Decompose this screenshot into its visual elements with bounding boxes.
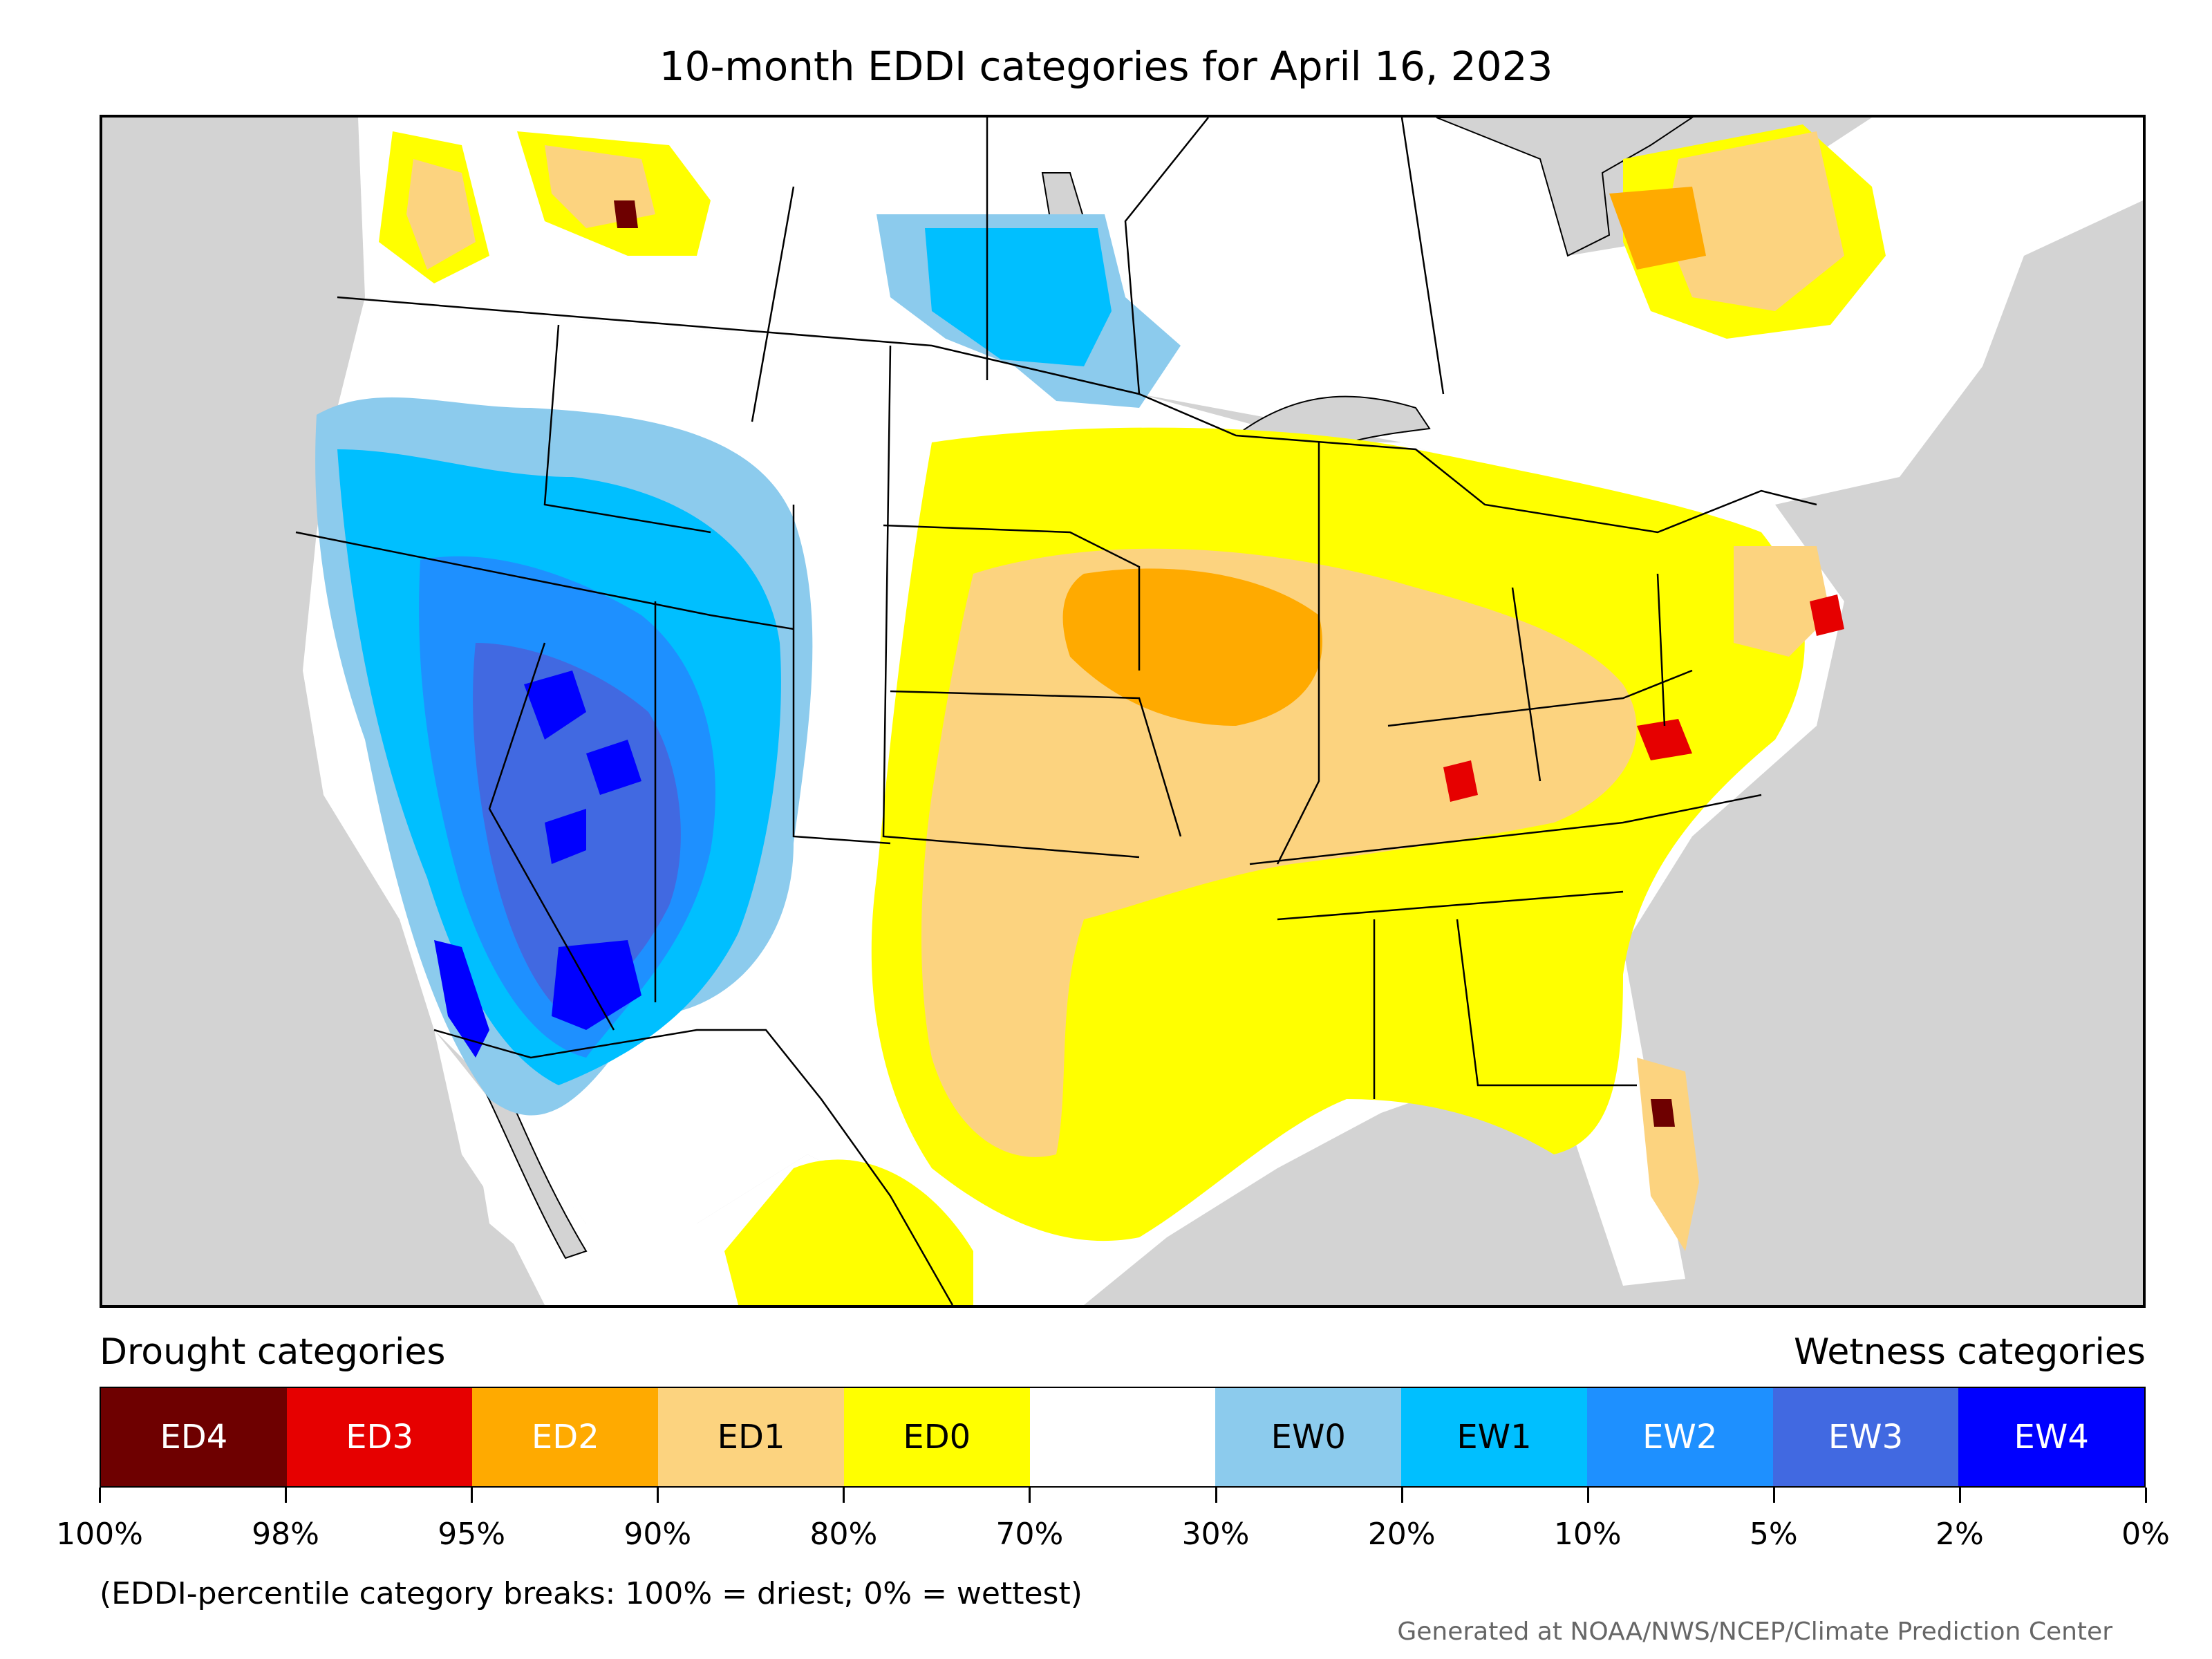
state-line-12 <box>1456 919 1637 1087</box>
legend-break-label: 10% <box>1553 1517 1622 1552</box>
wetness-categories-heading: Wetness categories <box>1794 1331 2146 1373</box>
category-ticks <box>99 1488 2147 1504</box>
legend-swatch-ew4: EW4 <box>1958 1388 2145 1486</box>
legend-swatch-ew0: EW0 <box>1215 1388 1402 1486</box>
state-line-17 <box>751 186 795 422</box>
legend-swatch-ed4: ED4 <box>101 1388 287 1486</box>
ed4-region-florida <box>1651 1099 1675 1127</box>
legend-break-label: 5% <box>1749 1517 1798 1552</box>
ed1-region-quebec <box>1665 131 1844 311</box>
legend-swatch-ew1: EW1 <box>1401 1388 1587 1486</box>
legend-tick <box>285 1488 288 1503</box>
ed1-region-northwest <box>406 145 655 270</box>
state-line-10 <box>1277 890 1624 921</box>
canada-land <box>358 118 2143 505</box>
legend-swatch-ed2: ED2 <box>472 1388 659 1486</box>
ed2-region-quebec <box>1609 187 1706 270</box>
legend-break-label: 90% <box>624 1517 692 1552</box>
legend-tick <box>657 1488 659 1503</box>
legend-break-label: 0% <box>2121 1517 2170 1552</box>
legend-tick <box>1586 1488 1589 1503</box>
ed2-region-iowa <box>1062 568 1322 726</box>
legend-tick <box>843 1488 845 1503</box>
hudson-bay-water <box>1436 118 1694 257</box>
legend-break-label: 30% <box>1181 1517 1250 1552</box>
legend-break-label: 20% <box>1367 1517 1436 1552</box>
legend-break-label: 95% <box>438 1517 506 1552</box>
legend-break-label: 100% <box>56 1517 143 1552</box>
state-line-8 <box>1249 794 1762 865</box>
legend-tick <box>2145 1488 2147 1503</box>
ew4-region-baja <box>434 940 489 1058</box>
legend-swatch-neutral <box>1029 1388 1216 1486</box>
legend-swatch-ew2: EW2 <box>1586 1388 1773 1486</box>
state-line-6 <box>295 531 794 630</box>
state-line-3 <box>882 345 1140 859</box>
ed1-region-plains <box>921 548 1637 1157</box>
state-line-9 <box>1387 669 1693 727</box>
legend-swatch-ew3: EW3 <box>1772 1388 1959 1486</box>
eddi-shading <box>315 124 1886 1305</box>
ed3-region-kentucky <box>1443 760 1478 802</box>
ew4-region-west <box>524 671 641 864</box>
legend-tick <box>1958 1488 1961 1503</box>
credit-line: Generated at NOAA/NWS/NCEP/Climate Predi… <box>1397 1618 2112 1646</box>
ed4-region-montana <box>614 200 638 228</box>
legend-tick <box>1772 1488 1775 1503</box>
legend-break-label: 80% <box>809 1517 878 1552</box>
state-line-7 <box>1276 442 1320 865</box>
legend-break-label: 2% <box>1936 1517 1984 1552</box>
ed1-region-northeast <box>1734 546 1830 657</box>
state-line-16 <box>1656 573 1666 727</box>
legend-swatch-ed1: ED1 <box>658 1388 844 1486</box>
ed0-region-mexico <box>724 1159 973 1305</box>
category-legend: ED4 ED3 ED2 ED1 ED0 EW0 EW1 EW2 EW3 EW4 <box>100 1387 2146 1488</box>
map-canvas <box>295 118 2143 1305</box>
legend-tick <box>99 1488 101 1503</box>
ed3-region-virginia <box>1637 719 1692 760</box>
us-canada-border <box>337 296 1817 534</box>
state-line-13 <box>488 642 615 1031</box>
state-line-5 <box>890 690 1182 837</box>
state-line-15 <box>1511 587 1541 782</box>
us-mexico-border <box>433 1029 954 1305</box>
ed3-region-new-england <box>1810 594 1844 636</box>
state-line-20 <box>1400 118 1445 395</box>
legend-swatch-ed3: ED3 <box>286 1388 473 1486</box>
ew1-canada-region <box>925 228 1112 366</box>
map-title: 10-month EDDI categories for April 16, 2… <box>659 43 1553 90</box>
state-line-1 <box>543 324 711 534</box>
drought-categories-heading: Drought categories <box>100 1331 446 1373</box>
legend-break-label: 70% <box>995 1517 1064 1552</box>
legend-tick <box>1400 1488 1403 1503</box>
legend-swatch-ed0: ED0 <box>843 1388 1030 1486</box>
legend-tick <box>471 1488 474 1503</box>
state-line-4 <box>883 524 1141 671</box>
state-line-2 <box>792 505 891 845</box>
borders <box>295 118 1817 1305</box>
legend-break-label: 98% <box>252 1517 319 1552</box>
category-note: (EDDI-percentile category breaks: 100% =… <box>100 1576 1082 1611</box>
state-line-19 <box>1124 118 1209 395</box>
ew4-region-southwest <box>552 940 641 1030</box>
eddi-map <box>100 115 2146 1308</box>
legend-tick <box>1029 1488 1031 1503</box>
legend-tick <box>1215 1488 1217 1503</box>
